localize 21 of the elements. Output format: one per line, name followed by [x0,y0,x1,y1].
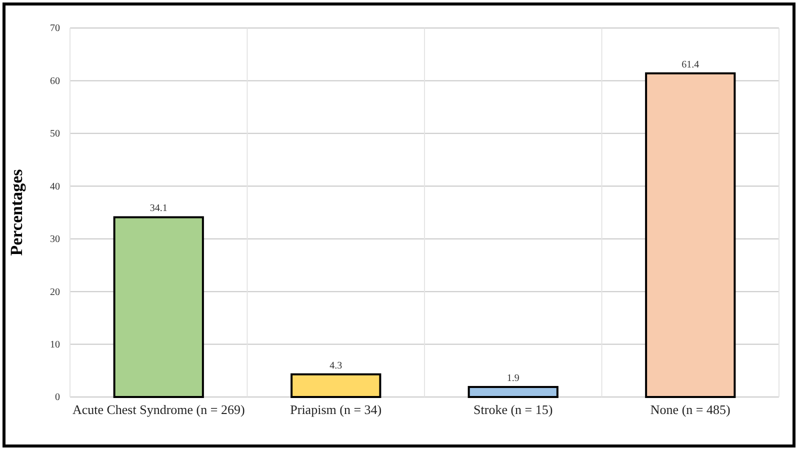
bar [468,386,558,398]
y-tick-label: 70 [50,23,60,34]
y-tick-label: 20 [50,286,60,298]
y-tick-label: 10 [50,339,60,350]
y-tick-label: 40 [50,181,60,192]
x-tick-label: Acute Chest Syndrome (n = 269) [72,402,245,417]
data-label: 4.3 [330,360,342,372]
y-axis-title: Percentages [7,168,26,256]
bar [290,373,382,398]
bar [113,216,204,398]
y-tick-label: 30 [50,234,60,246]
bar [645,72,736,398]
y-tick-label: 60 [50,76,60,87]
x-tick-label: Stroke (n = 15) [474,402,553,417]
x-tick-label: None (n = 485) [650,402,730,417]
data-label: 34.1 [150,203,168,214]
data-label: 61.4 [682,59,700,70]
data-label: 1.9 [506,372,520,384]
x-tick-label: Priapism (n = 34) [290,402,382,417]
y-tick-label: 50 [50,128,60,140]
y-tick-label: 0 [55,392,60,404]
